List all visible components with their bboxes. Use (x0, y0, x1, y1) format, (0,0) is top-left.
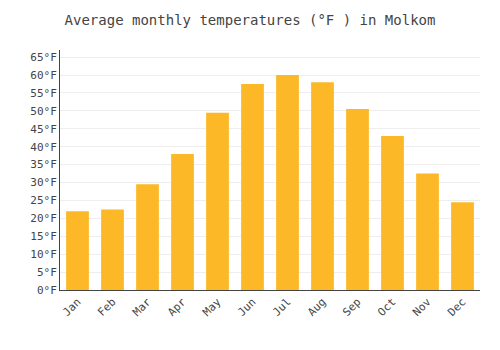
svg-text:Aug: Aug (305, 296, 328, 319)
svg-text:Mar: Mar (130, 295, 154, 319)
svg-text:Average monthly temperatures (: Average monthly temperatures (°F ) in Mo… (65, 12, 436, 28)
svg-text:20°F: 20°F (30, 212, 57, 225)
svg-text:May: May (200, 295, 224, 319)
svg-text:35°F: 35°F (30, 158, 57, 171)
svg-text:Sep: Sep (340, 296, 363, 319)
svg-text:Apr: Apr (165, 295, 189, 319)
svg-text:0°F: 0°F (37, 284, 57, 297)
svg-text:15°F: 15°F (30, 230, 57, 243)
svg-text:Oct: Oct (375, 296, 398, 319)
svg-text:Dec: Dec (445, 296, 468, 319)
svg-text:Feb: Feb (95, 296, 118, 319)
svg-text:Nov: Nov (410, 295, 434, 319)
svg-text:Jul: Jul (270, 296, 293, 319)
svg-text:50°F: 50°F (30, 105, 57, 118)
svg-text:30°F: 30°F (30, 176, 57, 189)
svg-text:45°F: 45°F (30, 123, 57, 136)
svg-text:60°F: 60°F (30, 69, 57, 82)
svg-text:Jan: Jan (60, 296, 83, 319)
svg-text:Jun: Jun (235, 296, 258, 319)
svg-text:65°F: 65°F (30, 51, 57, 64)
svg-text:25°F: 25°F (30, 194, 57, 207)
svg-text:40°F: 40°F (30, 141, 57, 154)
svg-text:5°F: 5°F (37, 266, 57, 279)
svg-text:55°F: 55°F (30, 87, 57, 100)
svg-text:10°F: 10°F (30, 248, 57, 261)
